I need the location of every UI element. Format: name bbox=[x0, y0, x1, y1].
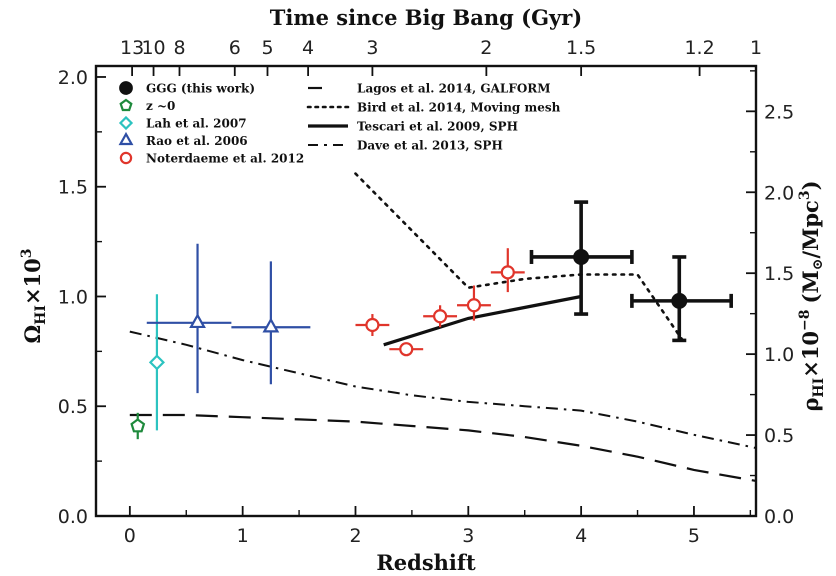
data-point bbox=[573, 248, 590, 265]
right-tick-label: 0.0 bbox=[764, 506, 794, 528]
legend-label: Tescari et al. 2009, SPH bbox=[357, 120, 518, 134]
y-tick-label: 0.5 bbox=[58, 396, 88, 418]
top-tick-label: 4 bbox=[302, 37, 314, 59]
right-tick-label: 1.5 bbox=[764, 263, 794, 285]
right-tick-label: 1.0 bbox=[764, 344, 794, 366]
legend-label: Bird et al. 2014, Moving mesh bbox=[357, 101, 561, 115]
x-tick-label: 3 bbox=[462, 525, 474, 547]
top-tick-label: 6 bbox=[229, 37, 241, 59]
right-axis-title: ρHI×10−8 (M⊙/Mpc3) bbox=[797, 180, 827, 411]
right-axis-title-units-sup: 3 bbox=[797, 190, 813, 200]
y-tick-label: 0.0 bbox=[58, 506, 88, 528]
legend-label: Rao et al. 2006 bbox=[146, 134, 248, 148]
top-tick-label: 2 bbox=[480, 37, 492, 59]
data-point bbox=[262, 317, 280, 333]
legend: GGG (this work) z ~0 Lah et al. 2007 Rao et… bbox=[118, 81, 561, 166]
right-axis-title-sub: HI bbox=[811, 378, 827, 398]
x-tick-label: 5 bbox=[688, 525, 700, 547]
x-axis-title: Redshift bbox=[376, 550, 476, 575]
top-axis-title: Time since Big Bang (Gyr) bbox=[270, 5, 582, 30]
legend-marker bbox=[119, 151, 133, 165]
top-tick-label: 13 bbox=[120, 37, 144, 59]
y-tick-label: 2.0 bbox=[58, 67, 88, 89]
legend-marker bbox=[118, 115, 134, 131]
data-point bbox=[399, 342, 414, 357]
y-tick-label: 1.0 bbox=[58, 286, 88, 308]
data-point bbox=[148, 354, 165, 371]
data-point bbox=[189, 313, 206, 329]
y-axis-title-main: Ω bbox=[20, 325, 45, 344]
top-tick-label: 8 bbox=[173, 37, 185, 59]
legend-label: Noterdaeme et al. 2012 bbox=[146, 152, 304, 166]
data-point bbox=[500, 265, 515, 280]
y-axis-title-tail: ×10 bbox=[20, 258, 45, 305]
top-tick-label: 10 bbox=[141, 37, 165, 59]
legend-label: Lah et al. 2007 bbox=[146, 117, 247, 131]
top-tick-label: 5 bbox=[261, 37, 273, 59]
model-line bbox=[129, 330, 757, 449]
x-tick-label: 1 bbox=[237, 525, 249, 547]
y-axis-title-sup: 3 bbox=[19, 248, 35, 258]
data-point bbox=[671, 292, 688, 309]
legend-label: Lagos et al. 2014, GALFORM bbox=[357, 82, 551, 96]
right-axis-title-units-tail: /Mpc bbox=[798, 200, 823, 258]
model-line bbox=[129, 413, 757, 482]
y-axis-title-sub: HI bbox=[33, 305, 49, 325]
model-line bbox=[383, 294, 582, 347]
plot-frame bbox=[94, 64, 758, 518]
legend-marker bbox=[119, 98, 133, 112]
data-point bbox=[130, 418, 146, 433]
legend-label: Dave et al. 2013, SPH bbox=[357, 139, 503, 153]
x-tick-label: 0 bbox=[124, 525, 136, 547]
legend-marker bbox=[119, 81, 133, 95]
legend-marker bbox=[118, 131, 134, 146]
right-axis-title-sup: −8 bbox=[797, 309, 813, 330]
right-axis-title-sun: ⊙ bbox=[810, 259, 826, 271]
right-axis-title-close: ) bbox=[798, 180, 823, 190]
right-axis-title-mid: ×10 bbox=[798, 331, 823, 378]
right-axis-title-units: (M bbox=[798, 270, 823, 303]
top-tick-label: 1 bbox=[750, 37, 762, 59]
x-tick-label: 2 bbox=[349, 525, 361, 547]
right-tick-label: 0.5 bbox=[764, 425, 794, 447]
legend-label: GGG (this work) bbox=[146, 82, 255, 96]
data-point bbox=[466, 298, 482, 313]
x-tick-label: 4 bbox=[575, 525, 587, 547]
top-tick-label: 3 bbox=[366, 37, 378, 59]
y-tick-label: 1.5 bbox=[58, 177, 88, 199]
top-tick-label: 1.5 bbox=[566, 37, 596, 59]
plot-layer: 0 1 2 3 4 5 0.0 0.5 1.0 1.5 2.0 0.0 0.5 1.0 1.5 2.0 2.5 1… bbox=[58, 37, 794, 547]
top-tick-label: 1.2 bbox=[684, 37, 714, 59]
data-point bbox=[365, 317, 380, 333]
right-tick-label: 2.5 bbox=[764, 101, 794, 123]
right-axis-title-main: ρ bbox=[798, 398, 823, 412]
right-tick-label: 2.0 bbox=[764, 182, 794, 204]
model-line bbox=[354, 172, 685, 342]
data-point bbox=[433, 309, 448, 324]
legend-label: z ~0 bbox=[146, 99, 175, 113]
y-axis-title: ΩHI×103 bbox=[19, 248, 49, 343]
